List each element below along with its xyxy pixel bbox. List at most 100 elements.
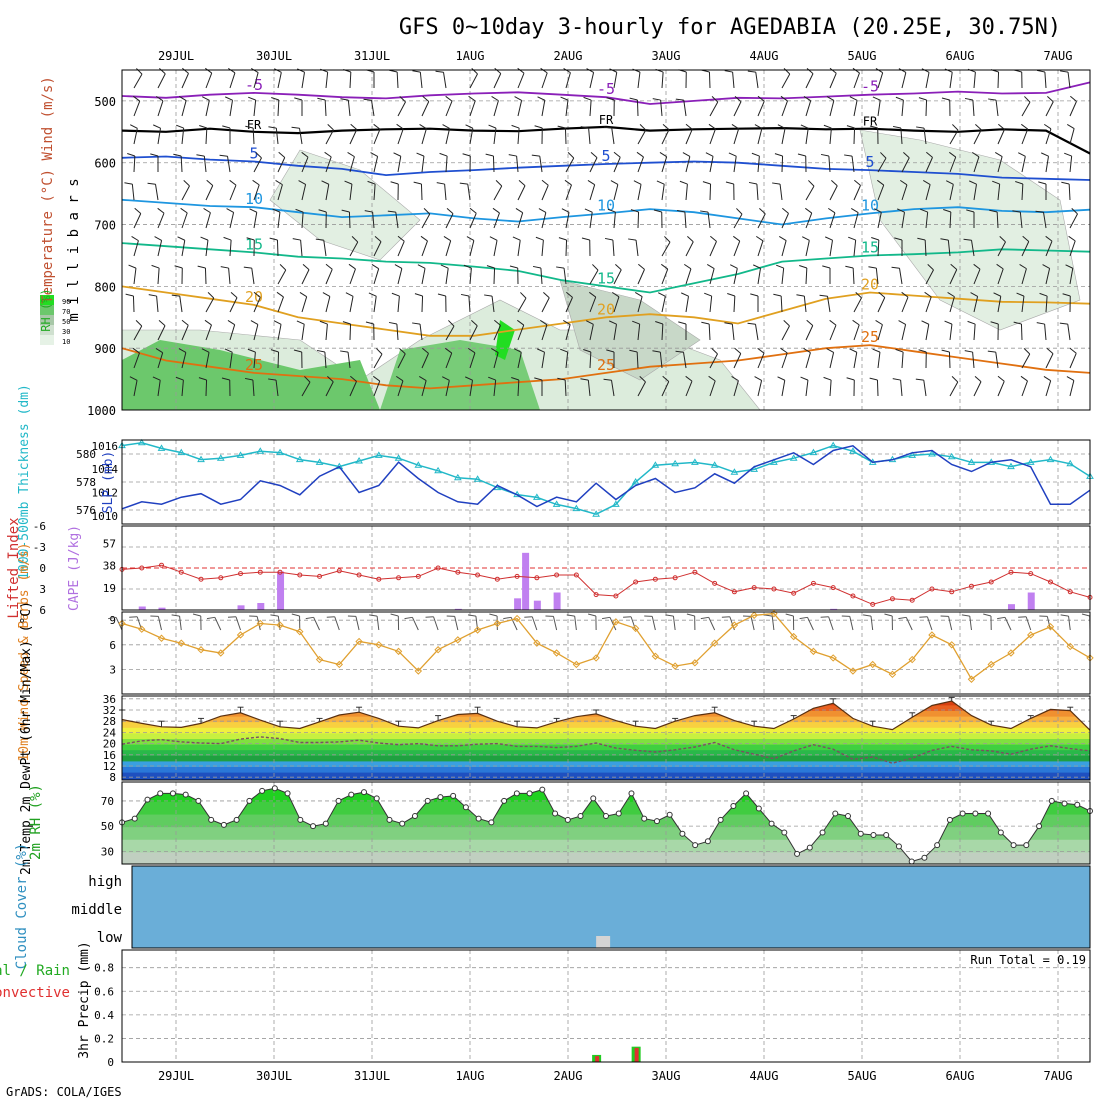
rh-point bbox=[883, 831, 890, 838]
wind-barb-flag bbox=[508, 154, 517, 157]
wind-barb-flag bbox=[868, 266, 877, 269]
wind-barb bbox=[948, 616, 953, 631]
wind-barb bbox=[347, 352, 351, 369]
wind-barb-flag bbox=[205, 67, 213, 74]
wind-barb bbox=[757, 156, 760, 173]
wind-barb bbox=[205, 240, 209, 257]
thickness-point bbox=[532, 493, 541, 500]
wind-barb-flag bbox=[229, 179, 237, 186]
wind-barb-flag bbox=[368, 292, 377, 297]
rh-point bbox=[322, 820, 329, 827]
wind-barb-flag bbox=[220, 266, 229, 269]
wind-barb bbox=[589, 157, 598, 173]
wind-barb bbox=[1021, 101, 1031, 117]
wind-barb-flag bbox=[823, 376, 832, 381]
wind-barb-flag bbox=[1038, 181, 1047, 185]
lifted-index-point bbox=[968, 583, 974, 589]
wind-barb bbox=[443, 72, 447, 89]
wind-barb-flag bbox=[748, 181, 757, 185]
wind-barb bbox=[253, 352, 256, 369]
wind-barb-flag bbox=[994, 152, 1003, 157]
wind-barb-flag bbox=[418, 376, 427, 381]
wind-barb-flag bbox=[558, 237, 567, 241]
wind-barb-flag bbox=[1045, 235, 1053, 242]
rh-point bbox=[552, 810, 559, 817]
wind-barb-flag bbox=[181, 319, 189, 326]
cape-bar bbox=[522, 552, 530, 610]
wind-barb-flag bbox=[321, 180, 329, 185]
y-tick-label: 32 bbox=[103, 704, 116, 717]
wind-barb-flag bbox=[419, 124, 427, 130]
wind-barb bbox=[517, 212, 524, 229]
wind-barb bbox=[709, 241, 717, 257]
y-tick-label: 3 bbox=[109, 663, 116, 676]
wind-barb-flag bbox=[659, 151, 667, 158]
rh-point bbox=[539, 786, 546, 793]
wind-speed-point bbox=[394, 647, 403, 656]
wind-barb bbox=[925, 157, 933, 173]
wind-barb-flag bbox=[1081, 613, 1090, 617]
wind-barb-flag bbox=[884, 613, 893, 617]
wind-barb bbox=[611, 380, 615, 397]
wind-barb-flag bbox=[192, 613, 201, 617]
cape-bar bbox=[158, 607, 166, 610]
wind-barb bbox=[396, 71, 399, 89]
wind-barb bbox=[454, 616, 459, 631]
thickness-point bbox=[355, 457, 363, 464]
wind-speed-point bbox=[355, 637, 363, 646]
lifted-index-point bbox=[238, 571, 244, 577]
wind-barb bbox=[589, 296, 597, 313]
wind-barb-flag bbox=[685, 123, 693, 130]
wind-barb-flag bbox=[848, 236, 856, 241]
rh-point bbox=[921, 854, 928, 861]
wind-barb-flag bbox=[393, 152, 401, 157]
temperature-band bbox=[122, 715, 1090, 723]
wind-barb-flag bbox=[157, 207, 165, 214]
wind-barb-flag bbox=[1039, 292, 1048, 297]
cloud-cover-panel: high middle low Cloud Cover (%) bbox=[14, 843, 1091, 969]
wind-barb-flag bbox=[341, 209, 350, 213]
wind-barb-flag bbox=[592, 264, 599, 271]
wind-barb-flag bbox=[304, 376, 311, 383]
wind-barb bbox=[517, 379, 520, 397]
wind-barb-flag bbox=[363, 98, 372, 101]
wind-barb bbox=[733, 268, 738, 285]
wind-barb bbox=[901, 324, 907, 341]
wind-barb bbox=[1021, 156, 1026, 173]
wind-barb bbox=[973, 184, 977, 201]
wind-barb bbox=[803, 296, 807, 313]
axis-label: 2m Temp 2m DewPt (6hr Min/Max) (°C) bbox=[19, 601, 34, 875]
wind-barb bbox=[949, 156, 957, 173]
wind-barb bbox=[925, 212, 929, 229]
rh-point bbox=[157, 790, 164, 797]
cloud-gap bbox=[596, 936, 611, 948]
wind-barb-flag bbox=[751, 152, 760, 157]
wind-barb-flag bbox=[895, 96, 904, 101]
wind-barb bbox=[1045, 128, 1052, 145]
lifted-index-point bbox=[178, 569, 184, 575]
wind-barb bbox=[613, 269, 622, 285]
axis-label: 1000-500mb Thickness (dm) bbox=[17, 384, 32, 580]
wind-barb-flag bbox=[342, 321, 351, 325]
rh-point bbox=[845, 813, 851, 820]
wind-barb bbox=[492, 155, 495, 173]
wind-barb-flag bbox=[350, 123, 358, 130]
wind-barb-flag bbox=[831, 179, 838, 187]
wind-barb bbox=[253, 100, 257, 117]
date-label-bottom: 7AUG bbox=[1044, 1069, 1073, 1083]
wind-barb bbox=[157, 352, 164, 369]
wind-barb-flag bbox=[973, 263, 981, 270]
wind-barb bbox=[421, 240, 428, 257]
contour-label: 10 bbox=[861, 196, 879, 214]
precip-panel: 0 0.2 0.4 0.6 0.8 Run Total = 0.19 Total / Rai… bbox=[0, 941, 1091, 1069]
wind-barb bbox=[1020, 323, 1023, 341]
wind-barb bbox=[493, 73, 502, 89]
wind-barb bbox=[901, 100, 904, 117]
wind-barb-flag bbox=[629, 349, 638, 353]
wind-barb bbox=[469, 325, 478, 341]
wind-barb bbox=[925, 184, 931, 201]
wind-barb-flag bbox=[891, 266, 900, 269]
wind-barb-flag bbox=[1065, 264, 1073, 269]
wind-barb bbox=[925, 72, 930, 89]
wind-barb-flag bbox=[373, 123, 381, 130]
